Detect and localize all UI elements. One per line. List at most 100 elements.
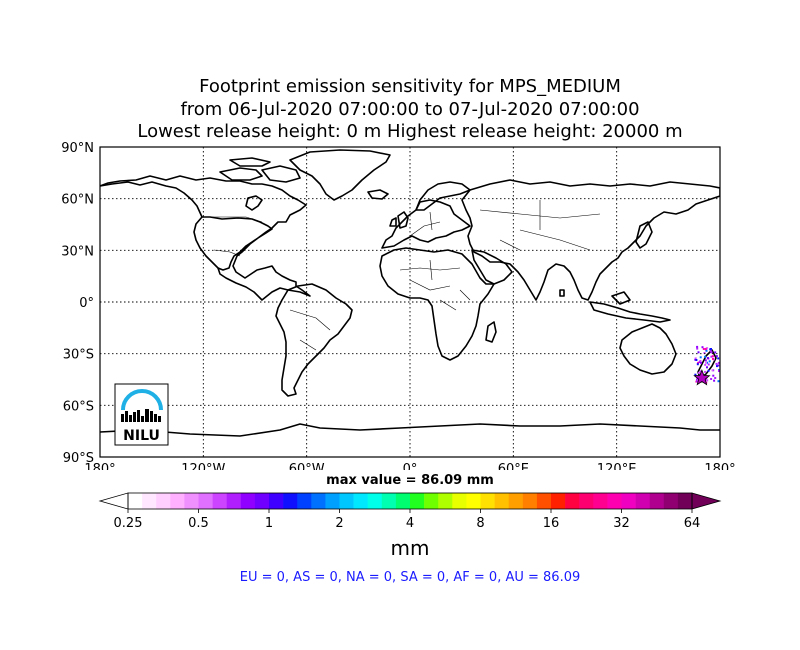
sensitivity-cell — [714, 377, 717, 379]
colorbar-extend-high — [691, 492, 722, 510]
colorbar-segment — [325, 493, 340, 509]
sensitivity-cell — [694, 357, 697, 360]
colorbar-segment — [607, 493, 622, 509]
coastline-australia — [619, 323, 677, 375]
border-lines-europe — [409, 211, 441, 237]
max-value-label: max value = 86.09 mm — [326, 473, 494, 488]
sensitivity-cell — [707, 369, 710, 372]
colorbar-segment — [269, 493, 284, 509]
sensitivity-cell — [717, 361, 720, 364]
colorbar-segment — [410, 493, 425, 509]
colorbar-segment — [579, 493, 594, 509]
sensitivity-cell — [704, 359, 707, 362]
coastline-madagascar — [485, 321, 497, 343]
coastline-africa — [379, 247, 495, 361]
colorbar-segment — [466, 493, 481, 509]
sensitivity-cell — [696, 345, 699, 348]
colorbar-segment — [452, 493, 467, 509]
sensitivity-cell — [715, 362, 718, 365]
coastline-europe — [381, 199, 471, 249]
colorbar-segment — [508, 493, 524, 509]
sensitivity-cell — [704, 363, 707, 366]
colorbar-segment — [621, 493, 636, 509]
sensitivity-cells — [694, 345, 720, 384]
sensitivity-cell — [717, 364, 720, 367]
colorbar-segment — [367, 493, 383, 509]
colorbar-unit-label: mm — [390, 536, 430, 560]
colorbar-segment — [240, 493, 256, 509]
colorbar-tick-label: 2 — [335, 516, 343, 530]
sensitivity-cell — [718, 370, 720, 372]
sensitivity-cell — [700, 361, 702, 364]
colorbar-segment — [593, 493, 608, 509]
sensitivity-cell — [712, 374, 715, 377]
colorbar-segment — [170, 493, 185, 509]
colorbar-segment — [128, 493, 143, 509]
colorbar-segment — [677, 493, 693, 509]
title-line-1: Footprint emission sensitivity for MPS_M… — [199, 76, 621, 97]
border-lines-asia — [479, 200, 601, 251]
sensitivity-cell — [706, 361, 709, 364]
sensitivity-cell — [701, 346, 704, 349]
sensitivity-cell — [697, 351, 700, 354]
coastline-asia — [461, 179, 720, 301]
colorbar-segment — [297, 493, 312, 509]
sensitivity-cell — [706, 366, 708, 369]
colorbar-segment — [395, 493, 411, 509]
colorbar-segment — [551, 493, 566, 509]
coastline-hudson-bay — [245, 195, 263, 211]
sensitivity-cell — [711, 355, 714, 358]
sensitivity-cell — [709, 348, 712, 351]
title-line-2: from 06-Jul-2020 07:00:00 to 07-Jul-2020… — [180, 99, 640, 120]
coastline-british-isles — [389, 211, 409, 229]
sensitivity-cell — [699, 370, 702, 373]
lon-tick-label: 180° — [704, 462, 735, 470]
title-line-3: Lowest release height: 0 m Highest relea… — [137, 121, 683, 142]
sensitivity-cell — [696, 347, 699, 350]
star-icon — [693, 368, 711, 386]
coastline-antarctica — [100, 423, 720, 437]
colorbar-segment — [198, 493, 213, 509]
colorbar-segment — [184, 493, 199, 509]
sensitivity-cell — [704, 370, 707, 373]
sensitivity-cell — [708, 360, 711, 363]
map-frame — [99, 146, 721, 458]
coastline-arctic-islands — [219, 157, 301, 183]
sensitivity-cell — [704, 355, 707, 358]
border-usa-mexico — [213, 249, 241, 257]
colorbar-segment — [494, 493, 509, 509]
sensitivity-cell — [696, 363, 699, 366]
border-lines-south-america — [289, 309, 331, 351]
sensitivity-cell — [699, 356, 702, 359]
colorbar-segment — [353, 493, 368, 509]
colorbar-segment — [438, 493, 453, 509]
colorbar-segment — [424, 493, 439, 509]
lat-tick-label: 30°S — [63, 348, 94, 363]
sensitivity-cell — [712, 357, 714, 360]
coastline-pacific-coast — [193, 216, 219, 269]
sensitivity-cell — [699, 360, 702, 362]
lon-tick-label: 180° — [84, 462, 115, 470]
colorbar-segment — [142, 493, 157, 509]
sensitivity-cell — [716, 365, 718, 368]
coastline-iceland — [367, 189, 389, 200]
sensitivity-cell — [710, 355, 713, 358]
colorbar-segment — [480, 493, 495, 509]
colorbar-tick-label: 16 — [543, 516, 560, 530]
colorbar-segment — [663, 493, 679, 509]
latitude-labels: 90°N 60°N 30°N 0° 30°S 60°S 90°S — [61, 141, 94, 466]
sensitivity-cell — [697, 371, 700, 374]
sensitivity-cell — [705, 361, 707, 364]
coastline-south-america — [275, 283, 353, 397]
graticule — [100, 147, 720, 457]
sensitivity-cell — [696, 380, 699, 383]
border-usa-canada — [202, 216, 263, 223]
coastline-scandinavia — [415, 181, 471, 211]
colorbar-segment — [565, 493, 580, 509]
sensitivity-cell — [704, 378, 707, 381]
lat-tick-label: 60°S — [63, 399, 94, 414]
sensitivity-cell — [706, 379, 709, 382]
colorbar-segment — [283, 493, 298, 509]
colorbar-tick-label: 32 — [613, 516, 630, 530]
lat-tick-label: 0° — [79, 296, 94, 311]
